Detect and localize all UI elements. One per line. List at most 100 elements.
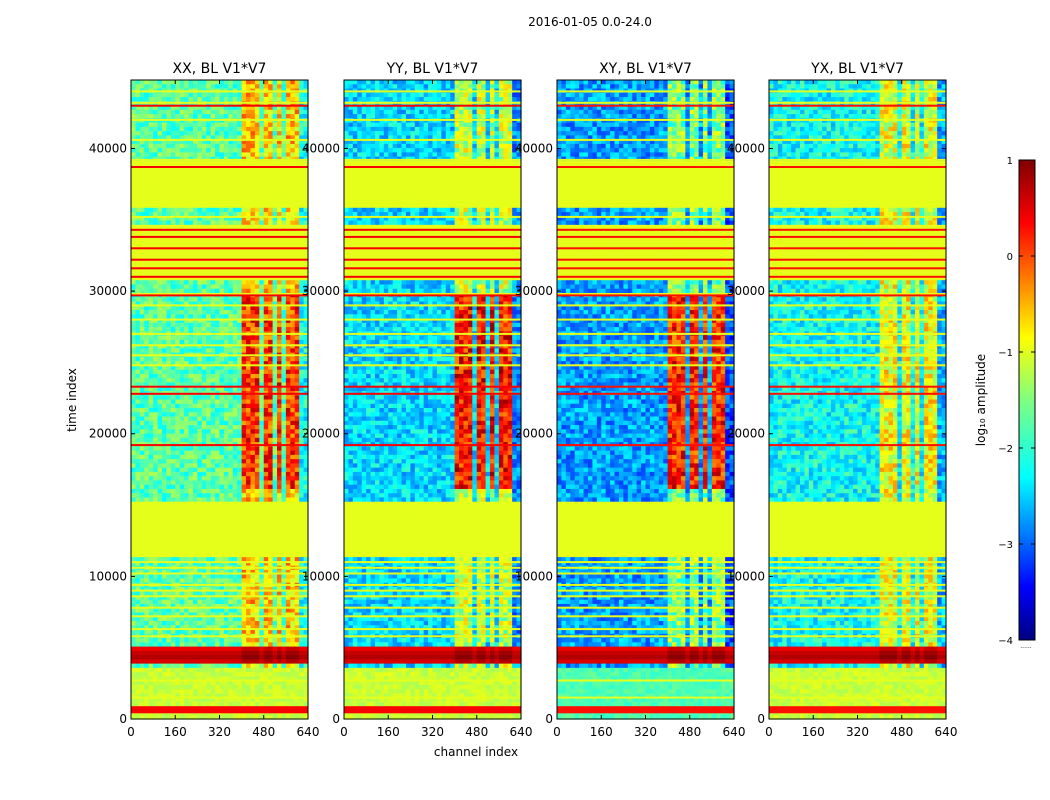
heatmap-cell (281, 468, 286, 473)
heatmap-cell (264, 574, 269, 579)
heatmap-cell (175, 553, 180, 558)
heatmap-cell (250, 404, 255, 409)
heatmap-cell (202, 497, 207, 502)
heatmap-cell (193, 221, 198, 226)
heatmap-cell (299, 310, 304, 315)
heatmap-cell (149, 472, 154, 477)
heatmap-cell (206, 608, 211, 613)
heatmap-cell (153, 434, 158, 439)
heatmap-cell (135, 476, 140, 481)
heatmap-cell (206, 485, 211, 490)
heatmap-cell (215, 502, 220, 507)
heatmap-cell (140, 446, 145, 451)
heatmap-cell (153, 574, 158, 579)
heatmap-cell (295, 459, 300, 464)
heatmap-cell (175, 80, 180, 85)
heatmap-cell (206, 84, 211, 89)
heatmap-cell (206, 412, 211, 417)
heatmap-cell (149, 84, 154, 89)
heatmap-cell (162, 152, 167, 157)
heatmap-cell (246, 80, 251, 85)
heatmap-cell (193, 187, 198, 192)
heatmap-cell (153, 204, 158, 209)
heatmap-cell (135, 161, 140, 166)
heatmap-cell (224, 208, 229, 213)
heatmap-cell (286, 459, 291, 464)
heatmap-cell (259, 395, 264, 400)
heatmap-cell (242, 515, 247, 520)
heatmap-cell (264, 459, 269, 464)
heatmap-cell (158, 238, 163, 243)
heatmap-cell (135, 336, 140, 341)
heatmap-cell (233, 480, 238, 485)
heatmap-cell (246, 161, 251, 166)
heatmap-cell (184, 314, 189, 319)
heatmap-cell (149, 412, 154, 417)
heatmap-cell (224, 169, 229, 174)
heatmap-cell (233, 446, 238, 451)
heatmap-cell (215, 123, 220, 128)
heatmap-cell (162, 434, 167, 439)
heatmap-cell (206, 451, 211, 456)
heatmap-cell (242, 297, 247, 302)
heatmap-cell (215, 459, 220, 464)
heatmap-cell (197, 493, 202, 498)
heatmap-cell (175, 370, 180, 375)
heatmap-cell (286, 284, 291, 289)
heatmap-cell (273, 152, 278, 157)
heatmap-cell (202, 110, 207, 115)
heatmap-cell (171, 97, 176, 102)
heatmap-cell (268, 455, 273, 460)
heatmap-cell (144, 310, 149, 315)
heatmap-cell (171, 515, 176, 520)
heatmap-cell (277, 532, 282, 537)
heatmap-cell (175, 297, 180, 302)
heatmap-cell (277, 110, 282, 115)
heatmap-cell (246, 549, 251, 554)
heatmap-cell (246, 395, 251, 400)
heatmap-cell (242, 472, 247, 477)
heatmap-cell (180, 84, 185, 89)
heatmap-cell (193, 314, 198, 319)
heatmap-cell (246, 519, 251, 524)
heatmap-cell (211, 238, 216, 243)
heatmap-cell (153, 348, 158, 353)
heatmap-cell (259, 297, 264, 302)
heatmap-cell (180, 404, 185, 409)
heatmap-cell (149, 204, 154, 209)
heatmap-cell (180, 161, 185, 166)
heatmap-cells (131, 80, 309, 720)
heatmap-cell (193, 408, 198, 413)
heatmap-cell (268, 412, 273, 417)
heatmap-cell (175, 459, 180, 464)
heatmap-cell (220, 434, 225, 439)
heatmap-cell (264, 600, 269, 605)
heatmap-cell (295, 434, 300, 439)
heatmap-cell (202, 578, 207, 583)
heatmap-cell (215, 468, 220, 473)
heatmap-cell (268, 161, 273, 166)
heatmap-cell (215, 532, 220, 537)
heatmap-cell (268, 600, 273, 605)
heatmap-cell (166, 404, 171, 409)
heatmap-cell (189, 519, 194, 524)
heatmap-cell (228, 455, 233, 460)
heatmap-cell (233, 574, 238, 579)
heatmap-cell (268, 323, 273, 328)
heatmap-cell (180, 544, 185, 549)
heatmap-cell (264, 327, 269, 332)
heatmap-cell (228, 374, 233, 379)
heatmap-cell (135, 169, 140, 174)
heatmap-cell (255, 493, 260, 498)
heatmap-cell (171, 608, 176, 613)
heatmap-cell (215, 451, 220, 456)
heatmap-cell (237, 485, 242, 490)
heatmap-cell (184, 429, 189, 434)
heatmap-cell (206, 97, 211, 102)
heatmap-cell (149, 429, 154, 434)
heatmap-cell (131, 421, 136, 426)
heatmap-cell (268, 336, 273, 341)
heatmap-cell (166, 578, 171, 583)
heatmap-cell (228, 578, 233, 583)
heatmap-cell (153, 284, 158, 289)
